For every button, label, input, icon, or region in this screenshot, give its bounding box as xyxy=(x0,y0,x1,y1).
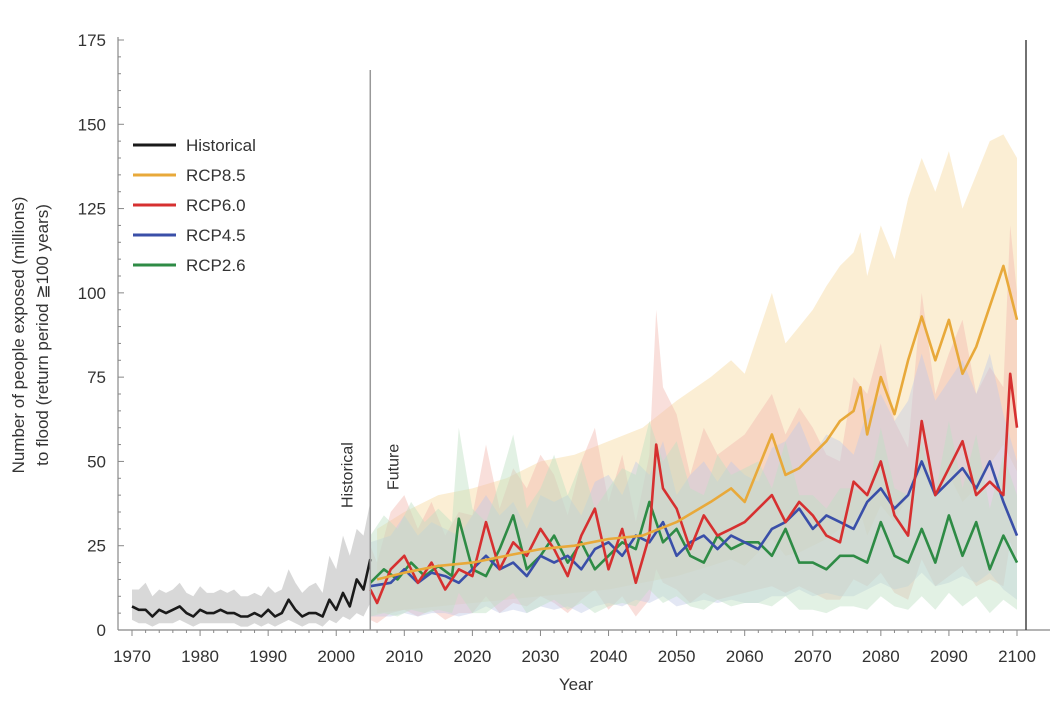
future-period-label: Future xyxy=(385,444,402,490)
legend-label: RCP6.0 xyxy=(186,196,246,215)
x-tick-label: 2100 xyxy=(998,647,1036,666)
line-rcp45 xyxy=(370,460,1019,588)
y-tick-label: 0 xyxy=(97,621,106,640)
line-rcp85 xyxy=(376,264,1019,581)
y-ticks: 0 25 50 75 100 125 150 175 xyxy=(78,31,124,640)
x-tick-label: 2020 xyxy=(453,647,491,666)
x-tick-label: 1970 xyxy=(113,647,151,666)
legend-label: RCP2.6 xyxy=(186,256,246,275)
y-tick-label: 125 xyxy=(78,200,106,219)
x-ticks: 1970 1980 1990 2000 2010 2020 2030 2040 2050 2060… xyxy=(113,630,1036,666)
y-tick-label: 75 xyxy=(87,368,106,387)
band-historical xyxy=(132,501,371,627)
legend-label: RCP8.5 xyxy=(186,166,246,185)
y-axis-title-line2: to flood (return period ≧100 years) xyxy=(33,204,52,466)
x-tick-label: 2040 xyxy=(590,647,628,666)
x-tick-label: 2080 xyxy=(862,647,900,666)
y-axis-title-line1: Number of people exposed (millions) xyxy=(9,197,28,474)
line-historical xyxy=(131,558,372,618)
line-rcp60 xyxy=(369,372,1019,605)
legend-label: RCP4.5 xyxy=(186,226,246,245)
x-tick-label: 2010 xyxy=(385,647,423,666)
y-tick-label: 25 xyxy=(87,537,106,556)
x-tick-label: 1980 xyxy=(181,647,219,666)
x-tick-label: 2090 xyxy=(930,647,968,666)
series-lines xyxy=(131,264,1019,618)
x-tick-label: 1990 xyxy=(249,647,287,666)
x-tick-label: 2070 xyxy=(794,647,832,666)
y-tick-label: 100 xyxy=(78,284,106,303)
x-axis-title: Year xyxy=(559,675,594,694)
y-tick-label: 175 xyxy=(78,31,106,50)
y-tick-label: 50 xyxy=(87,452,106,471)
legend-label: Historical xyxy=(186,136,256,155)
legend: Historical RCP8.5 RCP6.0 RCP4.5 RCP2.6 xyxy=(133,136,256,275)
historical-period-label: Historical xyxy=(339,442,356,508)
x-tick-label: 2050 xyxy=(658,647,696,666)
x-tick-label: 2030 xyxy=(522,647,560,666)
band-rcp85 xyxy=(377,134,1018,614)
x-tick-label: 2000 xyxy=(317,647,355,666)
y-tick-label: 150 xyxy=(78,115,106,134)
x-tick-label: 2060 xyxy=(726,647,764,666)
